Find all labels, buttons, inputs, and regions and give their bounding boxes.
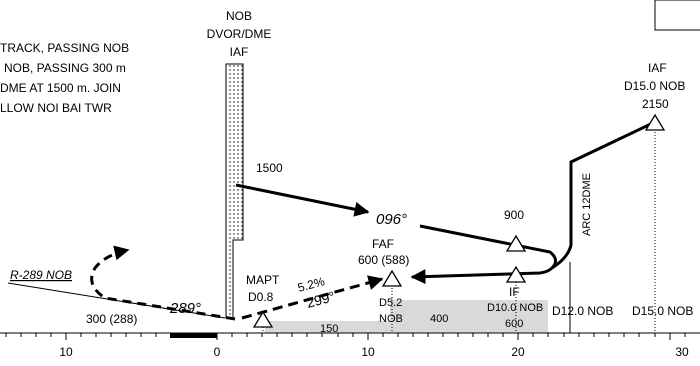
fix-distance: D10.0 NOB — [487, 302, 543, 314]
axis-label: 20 — [511, 345, 525, 359]
note: NOB, PASSING 300 m — [4, 61, 126, 75]
fix-name: MAPT — [246, 273, 280, 287]
note: DME AT 1500 m. JOIN — [0, 81, 121, 95]
fix-altitude: 600 — [505, 318, 523, 330]
axis-label: 10 — [59, 345, 73, 359]
axis-label: 10 — [361, 345, 375, 359]
fix-distance: D0.8 — [248, 290, 274, 304]
fix-name: IF — [509, 285, 520, 299]
course: 096° — [376, 211, 407, 228]
fix-distance: D15.0 NOB — [632, 304, 693, 318]
altitude: 1500 — [256, 161, 283, 175]
fix-distance: D15.0 NOB — [624, 79, 685, 93]
altitude: 900 — [504, 208, 524, 222]
radial: R-289 NOB — [10, 268, 72, 282]
labels: TRACK, PASSING NOB NOB, PASSING 300 m DM… — [0, 9, 693, 359]
fix-distance: D12.0 NOB — [552, 304, 613, 318]
navaid: NOB — [226, 9, 252, 23]
note: TRACK, PASSING NOB — [0, 41, 129, 55]
gradient: 5.2% — [296, 274, 326, 295]
note: LLOW NOI BAI TWR — [0, 101, 112, 115]
fix-altitude: 600 (588) — [358, 253, 409, 267]
fix-distance: D5.2 — [379, 297, 402, 309]
axis-label: 0 — [214, 345, 221, 359]
fix-navaid: NOB — [379, 313, 403, 325]
altitude: 300 (288) — [86, 312, 137, 326]
axis-label: 30 — [675, 345, 689, 359]
course: 299° — [305, 288, 337, 311]
navaid: IAF — [230, 45, 249, 59]
arc: ARC 12DME — [581, 173, 593, 236]
course: 289° — [169, 300, 201, 317]
fix-name: FAF — [372, 237, 394, 251]
navaid: DVOR/DME — [207, 27, 272, 41]
minimum: 400 — [430, 313, 448, 325]
layout — [0, 0, 700, 340]
fix-altitude: 2150 — [642, 97, 669, 111]
fix-name: IAF — [648, 61, 667, 75]
minimum: 150 — [320, 323, 338, 335]
